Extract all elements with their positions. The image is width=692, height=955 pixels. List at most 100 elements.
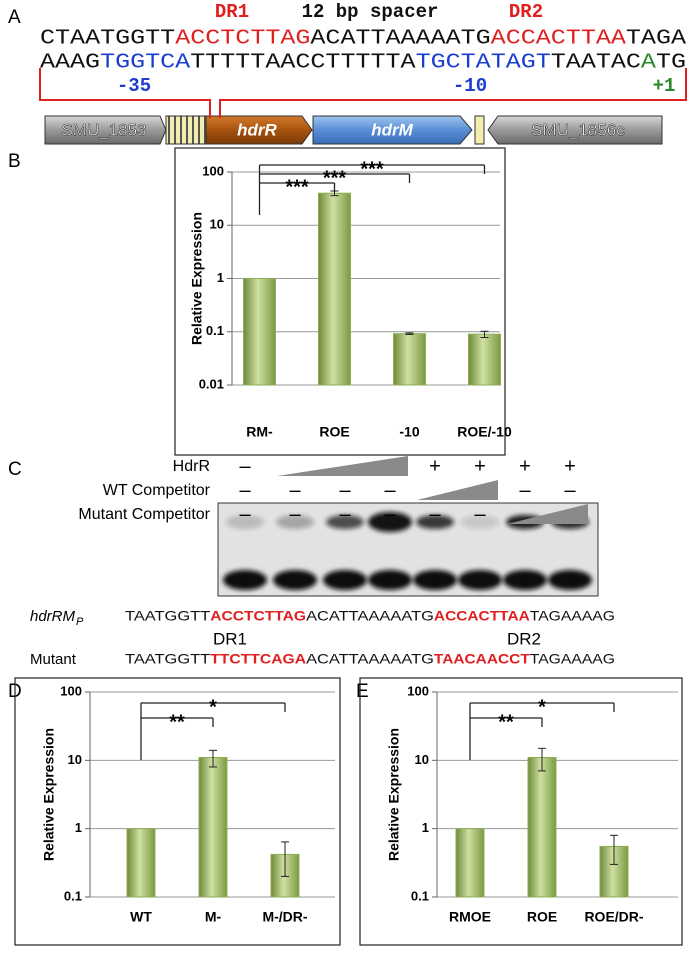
lane-mark: – [474, 503, 486, 525]
bar [318, 192, 351, 386]
gel-band [273, 570, 317, 590]
gene-map [39, 68, 687, 145]
y-tick-label: 10 [210, 217, 224, 232]
y-tick-label: 0.1 [411, 888, 429, 903]
x-tick-label: ROE [319, 424, 349, 440]
gel-band [323, 570, 367, 590]
error-bar [480, 330, 489, 338]
sequence-segment: ACCACTTAA [434, 608, 530, 624]
x-tick-label: M- [205, 909, 222, 925]
bar [198, 757, 228, 898]
gel-band [503, 570, 547, 590]
error-bar [405, 332, 414, 335]
sequence-segment: ACCTCTTAG [175, 28, 310, 51]
y-tick-label: 10 [68, 752, 82, 767]
sequence-segment: TAGAAAAG [530, 651, 615, 667]
lane-mark: – [384, 503, 396, 525]
row-label: WT Competitor [103, 482, 211, 499]
gene-arrow [487, 115, 663, 145]
lane-mark: – [429, 503, 441, 525]
sequence-segment: AAAG [40, 52, 100, 75]
sequence-segment: A [641, 52, 656, 75]
lane-mark: – [239, 455, 251, 477]
gel-band [276, 515, 314, 529]
gel-band [413, 570, 457, 590]
promoter-label: +1 [653, 75, 676, 97]
sequence-segment: TG [656, 52, 686, 75]
sequence-segment: TAATAC [551, 52, 641, 75]
x-tick-label: -10 [399, 424, 419, 440]
y-tick-label: 1 [217, 270, 224, 285]
gel-band [226, 515, 264, 529]
gel-band [548, 570, 592, 590]
significance: *** [323, 167, 347, 189]
gradient-triangle [507, 504, 588, 524]
intergenic [474, 115, 485, 145]
sequence-segment: TAATGGTT [125, 608, 211, 624]
sequence-segment: ACATTAAAAATG [310, 28, 490, 51]
x-tick-label: ROE [527, 909, 557, 925]
sequence-subscript: P [76, 616, 84, 628]
x-tick-label: ROE/DR- [584, 909, 643, 925]
sequence-segment: TTTTTAACCTTTTTA [190, 52, 416, 75]
y-tick-label: 1 [75, 820, 82, 835]
gel-band [416, 515, 454, 529]
x-tick-label: WT [130, 909, 152, 925]
lane-mark: – [384, 479, 396, 501]
gel-band [461, 515, 499, 529]
error-bar [281, 841, 289, 877]
gel-band [368, 570, 412, 590]
row-label: HdrR [173, 458, 210, 475]
sequence-name: Mutant [30, 651, 77, 668]
gene-arrow [44, 115, 167, 145]
sequence-segment: TGGTCA [100, 52, 191, 75]
promoter-label: -35 [117, 75, 151, 97]
gel-band [326, 515, 364, 529]
bracket [39, 68, 211, 118]
sequence-segment: TAACAACCT [434, 651, 530, 667]
sequence-segment: CTAATGGTT [40, 28, 175, 51]
sequence-segment: TAATGGTT [125, 651, 211, 667]
sequence-segment: ACATTAAAAATG [306, 651, 434, 667]
y-tick-label: 0.1 [64, 888, 82, 903]
lane-mark: – [564, 479, 576, 501]
significance: *** [285, 176, 309, 198]
dr-label: DR2 [509, 1, 543, 23]
dr-label: DR1 [213, 629, 247, 648]
bar [243, 278, 276, 386]
bar [455, 828, 485, 898]
gene-label: hdrM [371, 120, 413, 139]
gene-arrow [205, 115, 313, 145]
bar [393, 333, 426, 386]
bracket [219, 68, 687, 118]
y-tick-label: 0.01 [199, 376, 224, 391]
panel-letter: B [8, 151, 21, 172]
chart-frame [174, 147, 506, 456]
sequence-segment: TGCTATAGT [416, 52, 551, 75]
lane-mark: – [289, 503, 301, 525]
significance: ** [498, 711, 514, 733]
error-bar [209, 749, 217, 768]
y-axis-title: Relative Expression [386, 728, 402, 861]
significance: ** [169, 711, 185, 733]
y-tick-label: 100 [60, 683, 82, 698]
sequence-name: hdrRM [30, 608, 76, 625]
lane-mark: – [239, 479, 251, 501]
gel-band [458, 570, 502, 590]
sequence-segment: ACATTAAAAATG [306, 608, 434, 624]
intergenic [165, 115, 207, 145]
gradient-triangle [277, 456, 408, 476]
sequence-segment: ACCTCTTAG [210, 608, 306, 624]
sequence-segment: TAGAAAAG [530, 608, 615, 624]
lane-mark: – [239, 503, 251, 525]
error-bar [538, 747, 546, 772]
y-tick-label: 100 [407, 683, 429, 698]
lane-mark: + [564, 455, 576, 477]
x-tick-label: M-/DR- [262, 909, 307, 925]
bar [468, 333, 501, 386]
lane-mark: – [519, 479, 531, 501]
gene-label: SMU_1856c [531, 120, 625, 139]
panel-letter: E [356, 681, 369, 702]
significance: * [209, 696, 217, 718]
